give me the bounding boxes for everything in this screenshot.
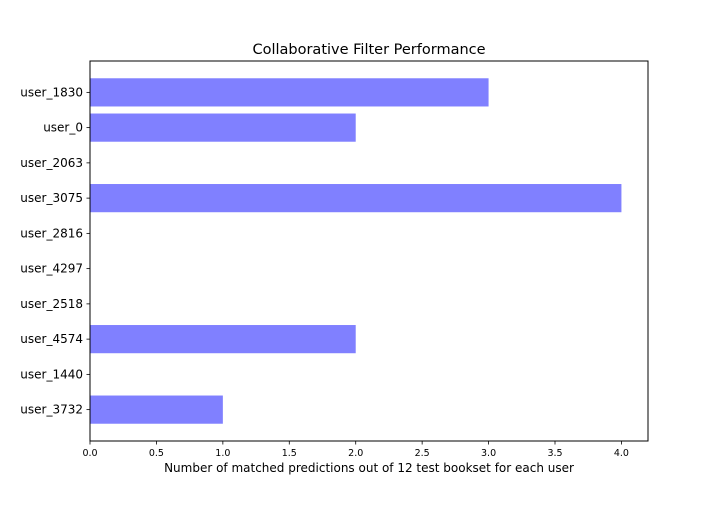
y-tick-label: user_4574 — [20, 332, 83, 346]
x-tick-label: 1.5 — [282, 448, 297, 459]
chart-title: Collaborative Filter Performance — [252, 42, 485, 58]
x-tick-label: 1.0 — [215, 448, 230, 459]
x-tick-label: 2.0 — [348, 448, 363, 459]
y-tick-label: user_1440 — [20, 367, 83, 381]
bar-user_3732 — [90, 395, 223, 424]
y-tick-label: user_3732 — [20, 403, 83, 417]
y-axis: user_1830 user_0 user_2063 user_3075 user_28… — [20, 85, 90, 417]
x-axis-label: Number of matched predictions out of 12 … — [164, 461, 574, 475]
bars-layer — [90, 78, 622, 424]
y-tick-label: user_2518 — [20, 297, 83, 311]
bar-user_3075 — [90, 184, 622, 213]
x-tick-label: 4.0 — [614, 448, 629, 459]
y-tick-label: user_2816 — [20, 226, 83, 240]
y-tick-label: user_1830 — [20, 85, 83, 99]
x-axis: 0.0 0.5 1.0 1.5 2.0 2.5 3.0 3.5 4.0 — [82, 441, 629, 459]
x-tick-label: 0.5 — [149, 448, 164, 459]
x-tick-label: 3.5 — [547, 448, 562, 459]
y-tick-label: user_0 — [43, 121, 83, 135]
bar-user_4574 — [90, 325, 356, 354]
plot-frame — [89, 60, 649, 442]
y-tick-label: user_3075 — [20, 191, 83, 205]
x-tick-label: 3.0 — [481, 448, 496, 459]
bar-user_1830 — [90, 78, 489, 107]
y-tick-label: user_2063 — [20, 156, 83, 170]
x-tick-label: 2.5 — [415, 448, 430, 459]
bar-user_0 — [90, 113, 356, 142]
y-tick-label: user_4297 — [20, 262, 83, 276]
x-tick-label: 0.0 — [82, 448, 97, 459]
